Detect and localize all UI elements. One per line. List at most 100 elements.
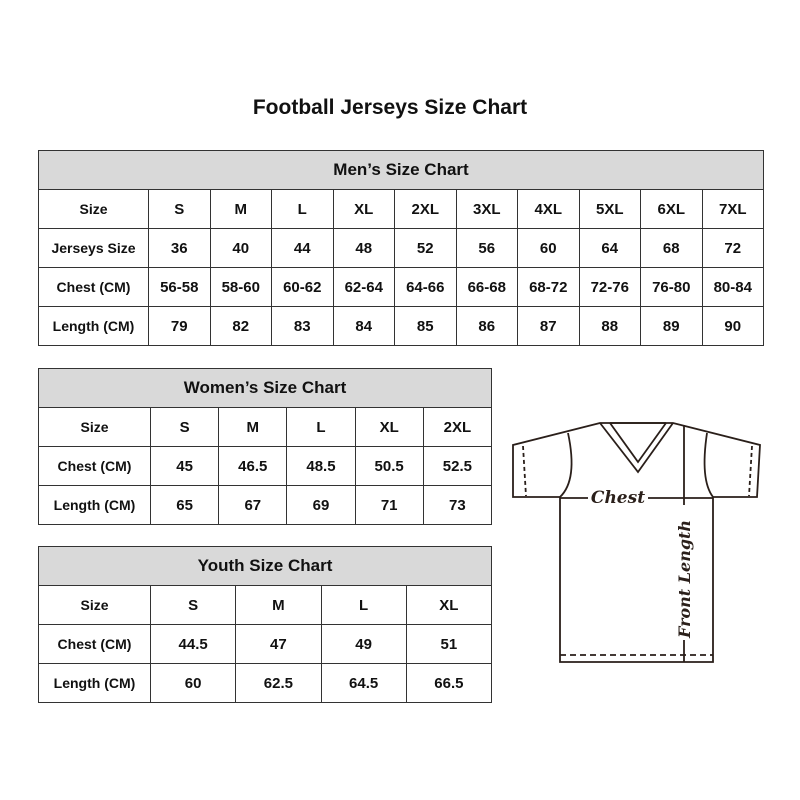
table-cell: L <box>320 585 407 625</box>
table-cell: 85 <box>394 306 457 346</box>
table-cell: L <box>286 407 356 447</box>
table-cell: 60 <box>517 228 580 268</box>
sleeve-hem-right <box>748 445 753 497</box>
sleeve-hem-left <box>522 445 527 497</box>
table-row: Length (CM) 60 62.5 64.5 66.5 <box>38 663 493 703</box>
table-cell: 73 <box>422 485 493 525</box>
table-cell: 76-80 <box>640 267 703 307</box>
table-cell: 5XL <box>578 189 641 229</box>
table-cell: M <box>218 407 288 447</box>
table-cell: 2XL <box>394 189 457 229</box>
table-cell: 51 <box>405 624 493 664</box>
table-cell: XL <box>354 407 424 447</box>
table-row: Chest (CM) 44.5 47 49 51 <box>38 624 493 664</box>
row-label: Chest (CM) <box>38 446 151 486</box>
table-cell: 44 <box>271 228 334 268</box>
table-cell: 71 <box>354 485 424 525</box>
table-cell: 49 <box>320 624 407 664</box>
table-cell: 36 <box>148 228 211 268</box>
table-cell: L <box>271 189 334 229</box>
table-cell: 65 <box>149 485 220 525</box>
table-cell: S <box>148 189 211 229</box>
table-cell: 86 <box>455 306 518 346</box>
table-row: Length (CM) 65 67 69 71 73 <box>38 485 493 525</box>
table-cell: M <box>209 189 272 229</box>
men-table-title: Men’s Size Chart <box>38 150 764 190</box>
youth-table-title: Youth Size Chart <box>38 546 492 586</box>
table-cell: 45 <box>149 446 220 486</box>
table-cell: 48.5 <box>286 446 356 486</box>
row-label: Jerseys Size <box>38 228 149 268</box>
table-cell: 72 <box>701 228 764 268</box>
row-label: Size <box>38 407 151 447</box>
table-cell: 60-62 <box>271 267 334 307</box>
table-cell: 84 <box>332 306 395 346</box>
jersey-collar <box>599 422 674 474</box>
table-cell: 56-58 <box>148 267 211 307</box>
page-title: Football Jerseys Size Chart <box>252 96 528 119</box>
row-label: Chest (CM) <box>38 267 149 307</box>
table-cell: 62.5 <box>235 663 322 703</box>
table-cell: 6XL <box>640 189 703 229</box>
chest-label: Chest <box>591 488 645 508</box>
table-cell: 79 <box>148 306 211 346</box>
table-cell: 3XL <box>455 189 518 229</box>
table-cell: 60 <box>149 663 237 703</box>
table-cell: 83 <box>271 306 334 346</box>
table-cell: 64.5 <box>320 663 407 703</box>
table-cell: 82 <box>209 306 272 346</box>
table-cell: 52.5 <box>422 446 493 486</box>
jersey-outline <box>512 422 761 663</box>
table-cell: 80-84 <box>701 267 764 307</box>
table-row: Chest (CM) 45 46.5 48.5 50.5 52.5 <box>38 446 493 486</box>
table-cell: 67 <box>218 485 288 525</box>
table-cell: 64 <box>578 228 641 268</box>
table-cell: 66-68 <box>455 267 518 307</box>
table-cell: 68 <box>640 228 703 268</box>
table-cell: 47 <box>235 624 322 664</box>
table-cell: 46.5 <box>218 446 288 486</box>
table-cell: 87 <box>517 306 580 346</box>
table-cell: 58-60 <box>209 267 272 307</box>
table-cell: M <box>235 585 322 625</box>
table-cell: S <box>149 407 220 447</box>
youth-size-table: Youth Size Chart Size S M L XL Chest (CM) 44.5 4… <box>38 546 493 703</box>
table-cell: XL <box>332 189 395 229</box>
table-cell: 62-64 <box>332 267 395 307</box>
table-row: Size S M L XL <box>38 585 493 625</box>
table-cell: 52 <box>394 228 457 268</box>
table-cell: 7XL <box>701 189 764 229</box>
table-cell: 66.5 <box>405 663 493 703</box>
table-cell: XL <box>405 585 493 625</box>
row-label: Length (CM) <box>38 485 151 525</box>
row-label: Chest (CM) <box>38 624 151 664</box>
table-cell: 90 <box>701 306 764 346</box>
table-row: Chest (CM) 56-58 58-60 60-62 62-64 64-66 66-68… <box>38 267 764 307</box>
table-cell: 68-72 <box>517 267 580 307</box>
row-label: Length (CM) <box>38 306 149 346</box>
row-label: Size <box>38 585 151 625</box>
armhole-left <box>559 432 573 498</box>
table-cell: 44.5 <box>149 624 237 664</box>
jersey-diagram: Chest Front Length <box>512 422 761 663</box>
table-row: Size S M L XL 2XL <box>38 407 493 447</box>
row-label: Length (CM) <box>38 663 151 703</box>
table-cell: 69 <box>286 485 356 525</box>
table-cell: 56 <box>455 228 518 268</box>
women-size-table: Women’s Size Chart Size S M L XL 2XL Chest (CM)… <box>38 368 493 525</box>
table-cell: 4XL <box>517 189 580 229</box>
table-row: Jerseys Size 36 40 44 48 52 56 60 64 68 72 <box>38 228 764 268</box>
women-table-title: Women’s Size Chart <box>38 368 492 408</box>
table-row: Size S M L XL 2XL 3XL 4XL 5XL 6XL 7XL <box>38 189 764 229</box>
front-length-label: Front Length <box>675 520 694 639</box>
table-cell: S <box>149 585 237 625</box>
table-row: Length (CM) 79 82 83 84 85 86 87 88 89 90 <box>38 306 764 346</box>
row-label: Size <box>38 189 149 229</box>
table-cell: 40 <box>209 228 272 268</box>
men-size-table: Men’s Size Chart Size S M L XL 2XL 3XL 4XL 5XL 6XL… <box>38 150 764 346</box>
table-cell: 48 <box>332 228 395 268</box>
table-cell: 50.5 <box>354 446 424 486</box>
table-cell: 88 <box>578 306 641 346</box>
armhole-right <box>703 432 714 498</box>
table-cell: 2XL <box>422 407 493 447</box>
